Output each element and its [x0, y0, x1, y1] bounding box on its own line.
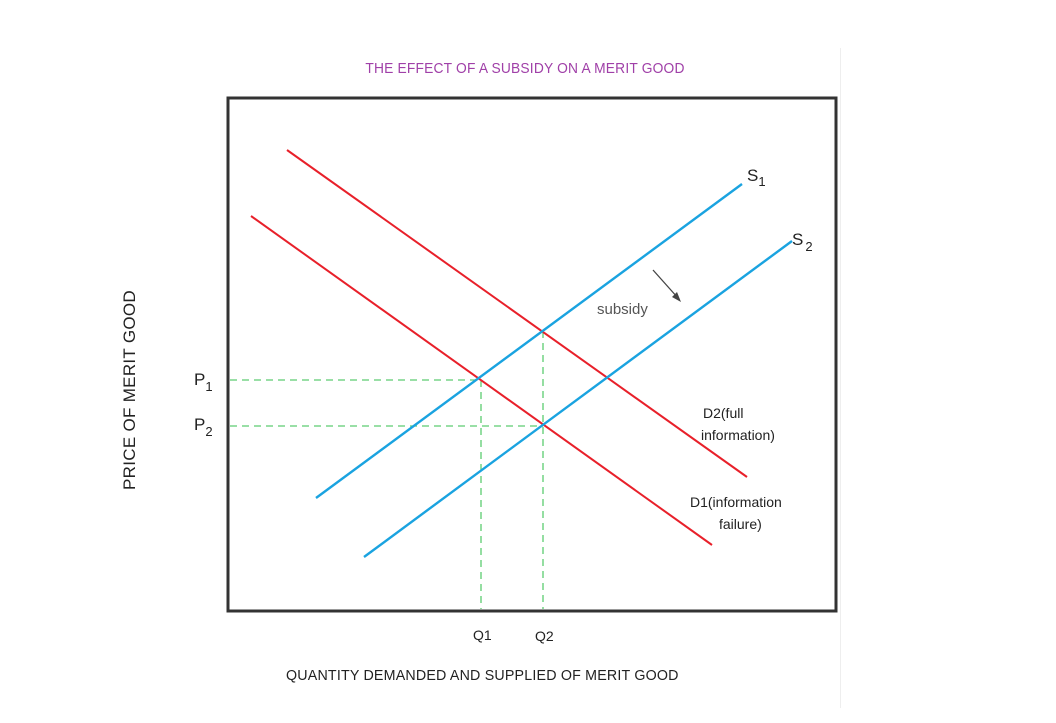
subsidy-label: subsidy	[597, 301, 648, 318]
plot-frame	[226, 96, 838, 613]
s1-label: S1	[747, 166, 766, 189]
guide-lines	[230, 331, 544, 609]
d1-label-line1: D1(information	[690, 494, 782, 510]
q2-tick-label: Q2	[535, 628, 554, 644]
page-edge-divider	[840, 48, 841, 708]
q1-tick-label: Q1	[473, 627, 492, 643]
p2-tick-label: P2	[194, 415, 213, 439]
d2-label-line2: information)	[701, 427, 775, 443]
subsidy-arrow-icon	[652, 269, 681, 302]
d2-label-line1: D2(full	[703, 405, 743, 421]
p1-tick-label: P1	[194, 370, 213, 394]
s1-curve	[315, 183, 743, 499]
chart-title: THE EFFECT OF A SUBSIDY ON A MERIT GOOD	[365, 60, 685, 77]
d2-curve	[286, 149, 748, 478]
s2-curve	[363, 240, 793, 558]
d1-label-line2: failure)	[719, 516, 762, 532]
d1-curve	[250, 215, 713, 546]
x-axis-label: QUANTITY DEMANDED AND SUPPLIED OF MERIT …	[286, 667, 679, 684]
